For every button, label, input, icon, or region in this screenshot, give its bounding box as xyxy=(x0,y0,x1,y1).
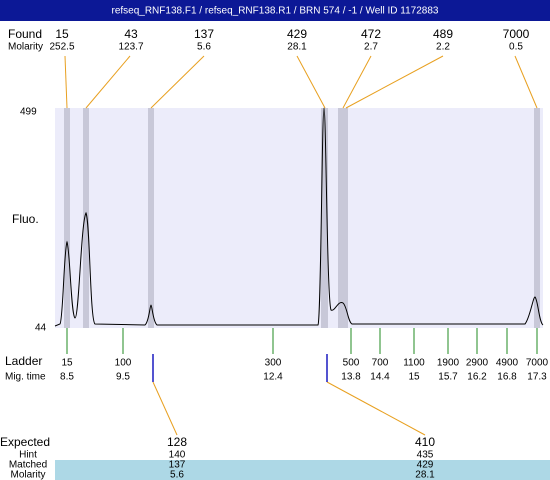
title: refseq_RNF138.F1 / refseq_RNF138.R1 / BR… xyxy=(111,6,438,17)
ladder-size: 500 xyxy=(343,358,360,369)
ladder-size: 15 xyxy=(61,358,73,369)
mig-time: 17.3 xyxy=(527,372,547,383)
found-size: 429 xyxy=(287,27,307,41)
found-size: 7000 xyxy=(503,27,530,41)
mig-time: 9.5 xyxy=(116,372,130,383)
found-molarity: 252.5 xyxy=(49,42,74,53)
mig-time-label: Mig. time xyxy=(5,372,46,383)
mig-time: 12.4 xyxy=(263,372,283,383)
expected-row-label: Molarity xyxy=(10,470,45,480)
expected-cell: 435 xyxy=(417,450,434,461)
trace xyxy=(54,107,544,327)
y-top: 499 xyxy=(20,107,37,118)
molarity-label: Molarity xyxy=(8,42,43,53)
y-bottom: 44 xyxy=(35,323,47,334)
mig-time: 15 xyxy=(408,372,420,383)
expected-cell: 410 xyxy=(415,435,435,449)
plot-area xyxy=(55,108,543,328)
mig-time: 14.4 xyxy=(370,372,390,383)
expected-ticks xyxy=(152,354,328,382)
mig-time: 16.2 xyxy=(467,372,487,383)
expected-cell: 128 xyxy=(167,435,187,449)
expected-cell: 5.6 xyxy=(170,470,184,480)
expected-cell: 140 xyxy=(169,450,186,461)
peak-bands xyxy=(64,108,540,328)
found-size: 489 xyxy=(433,27,453,41)
found-molarity: 123.7 xyxy=(118,42,143,53)
found-size: 472 xyxy=(361,27,381,41)
ladder-size: 2900 xyxy=(466,358,489,369)
expected-row-label: Expected xyxy=(0,435,50,449)
found-size: 15 xyxy=(55,27,69,41)
expected-row-label: Matched xyxy=(9,460,47,471)
found-molarity: 5.6 xyxy=(197,42,211,53)
ladder-size: 4900 xyxy=(496,358,519,369)
y-label: Fluo. xyxy=(12,212,39,226)
found-molarity: 28.1 xyxy=(287,42,307,53)
ladder-size: 700 xyxy=(372,358,389,369)
ladder-label: Ladder xyxy=(5,354,42,368)
ladder-size: 300 xyxy=(265,358,282,369)
mig-time: 8.5 xyxy=(60,372,74,383)
matched-band xyxy=(55,460,550,480)
found-molarity: 2.2 xyxy=(436,42,450,53)
mig-time: 13.8 xyxy=(341,372,361,383)
expected-cell: 429 xyxy=(417,460,434,471)
found-molarity: 2.7 xyxy=(364,42,378,53)
ladder-size: 100 xyxy=(115,358,132,369)
ladder-size: 7000 xyxy=(526,358,549,369)
title-bar xyxy=(0,0,550,21)
ladder-size: 1900 xyxy=(437,358,460,369)
found-size: 137 xyxy=(194,27,214,41)
found-size: 43 xyxy=(124,27,138,41)
mig-time: 15.7 xyxy=(438,372,458,383)
connectors xyxy=(64,55,538,436)
ladder-size: 1100 xyxy=(403,358,425,369)
expected-cell: 28.1 xyxy=(415,470,435,480)
found-label: Found xyxy=(8,27,42,41)
found-molarity: 0.5 xyxy=(509,42,523,53)
mig-time: 16.8 xyxy=(497,372,517,383)
expected-cell: 137 xyxy=(169,460,186,471)
expected-row-label: Hint xyxy=(19,450,37,461)
